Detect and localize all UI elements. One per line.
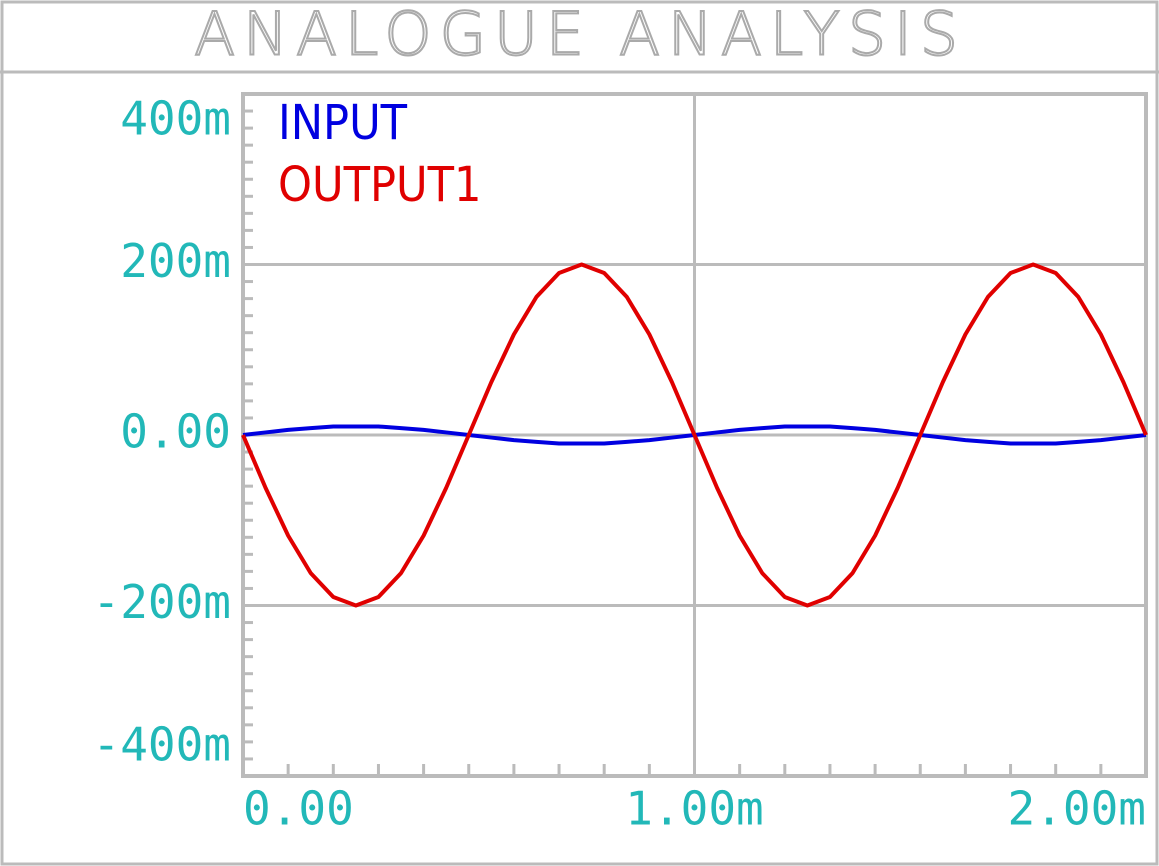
y-tick-label: -200m <box>93 575 231 629</box>
series-line <box>241 262 1148 608</box>
legend-entry: OUTPUT1 <box>278 157 481 213</box>
y-tick-label: 400m <box>120 92 231 146</box>
y-tick-label: 200m <box>120 234 231 288</box>
x-tick-label: 1.00m <box>625 782 763 836</box>
y-tick-label: -400m <box>93 718 231 772</box>
legend-entry: INPUT <box>278 95 408 151</box>
x-tick-label: 2.00m <box>1008 782 1146 836</box>
x-tick-label: 0.00 <box>243 782 354 836</box>
y-tick-label: 0.00 <box>120 405 231 459</box>
chart-title: ANALOGUE ANALYSIS <box>194 0 966 70</box>
